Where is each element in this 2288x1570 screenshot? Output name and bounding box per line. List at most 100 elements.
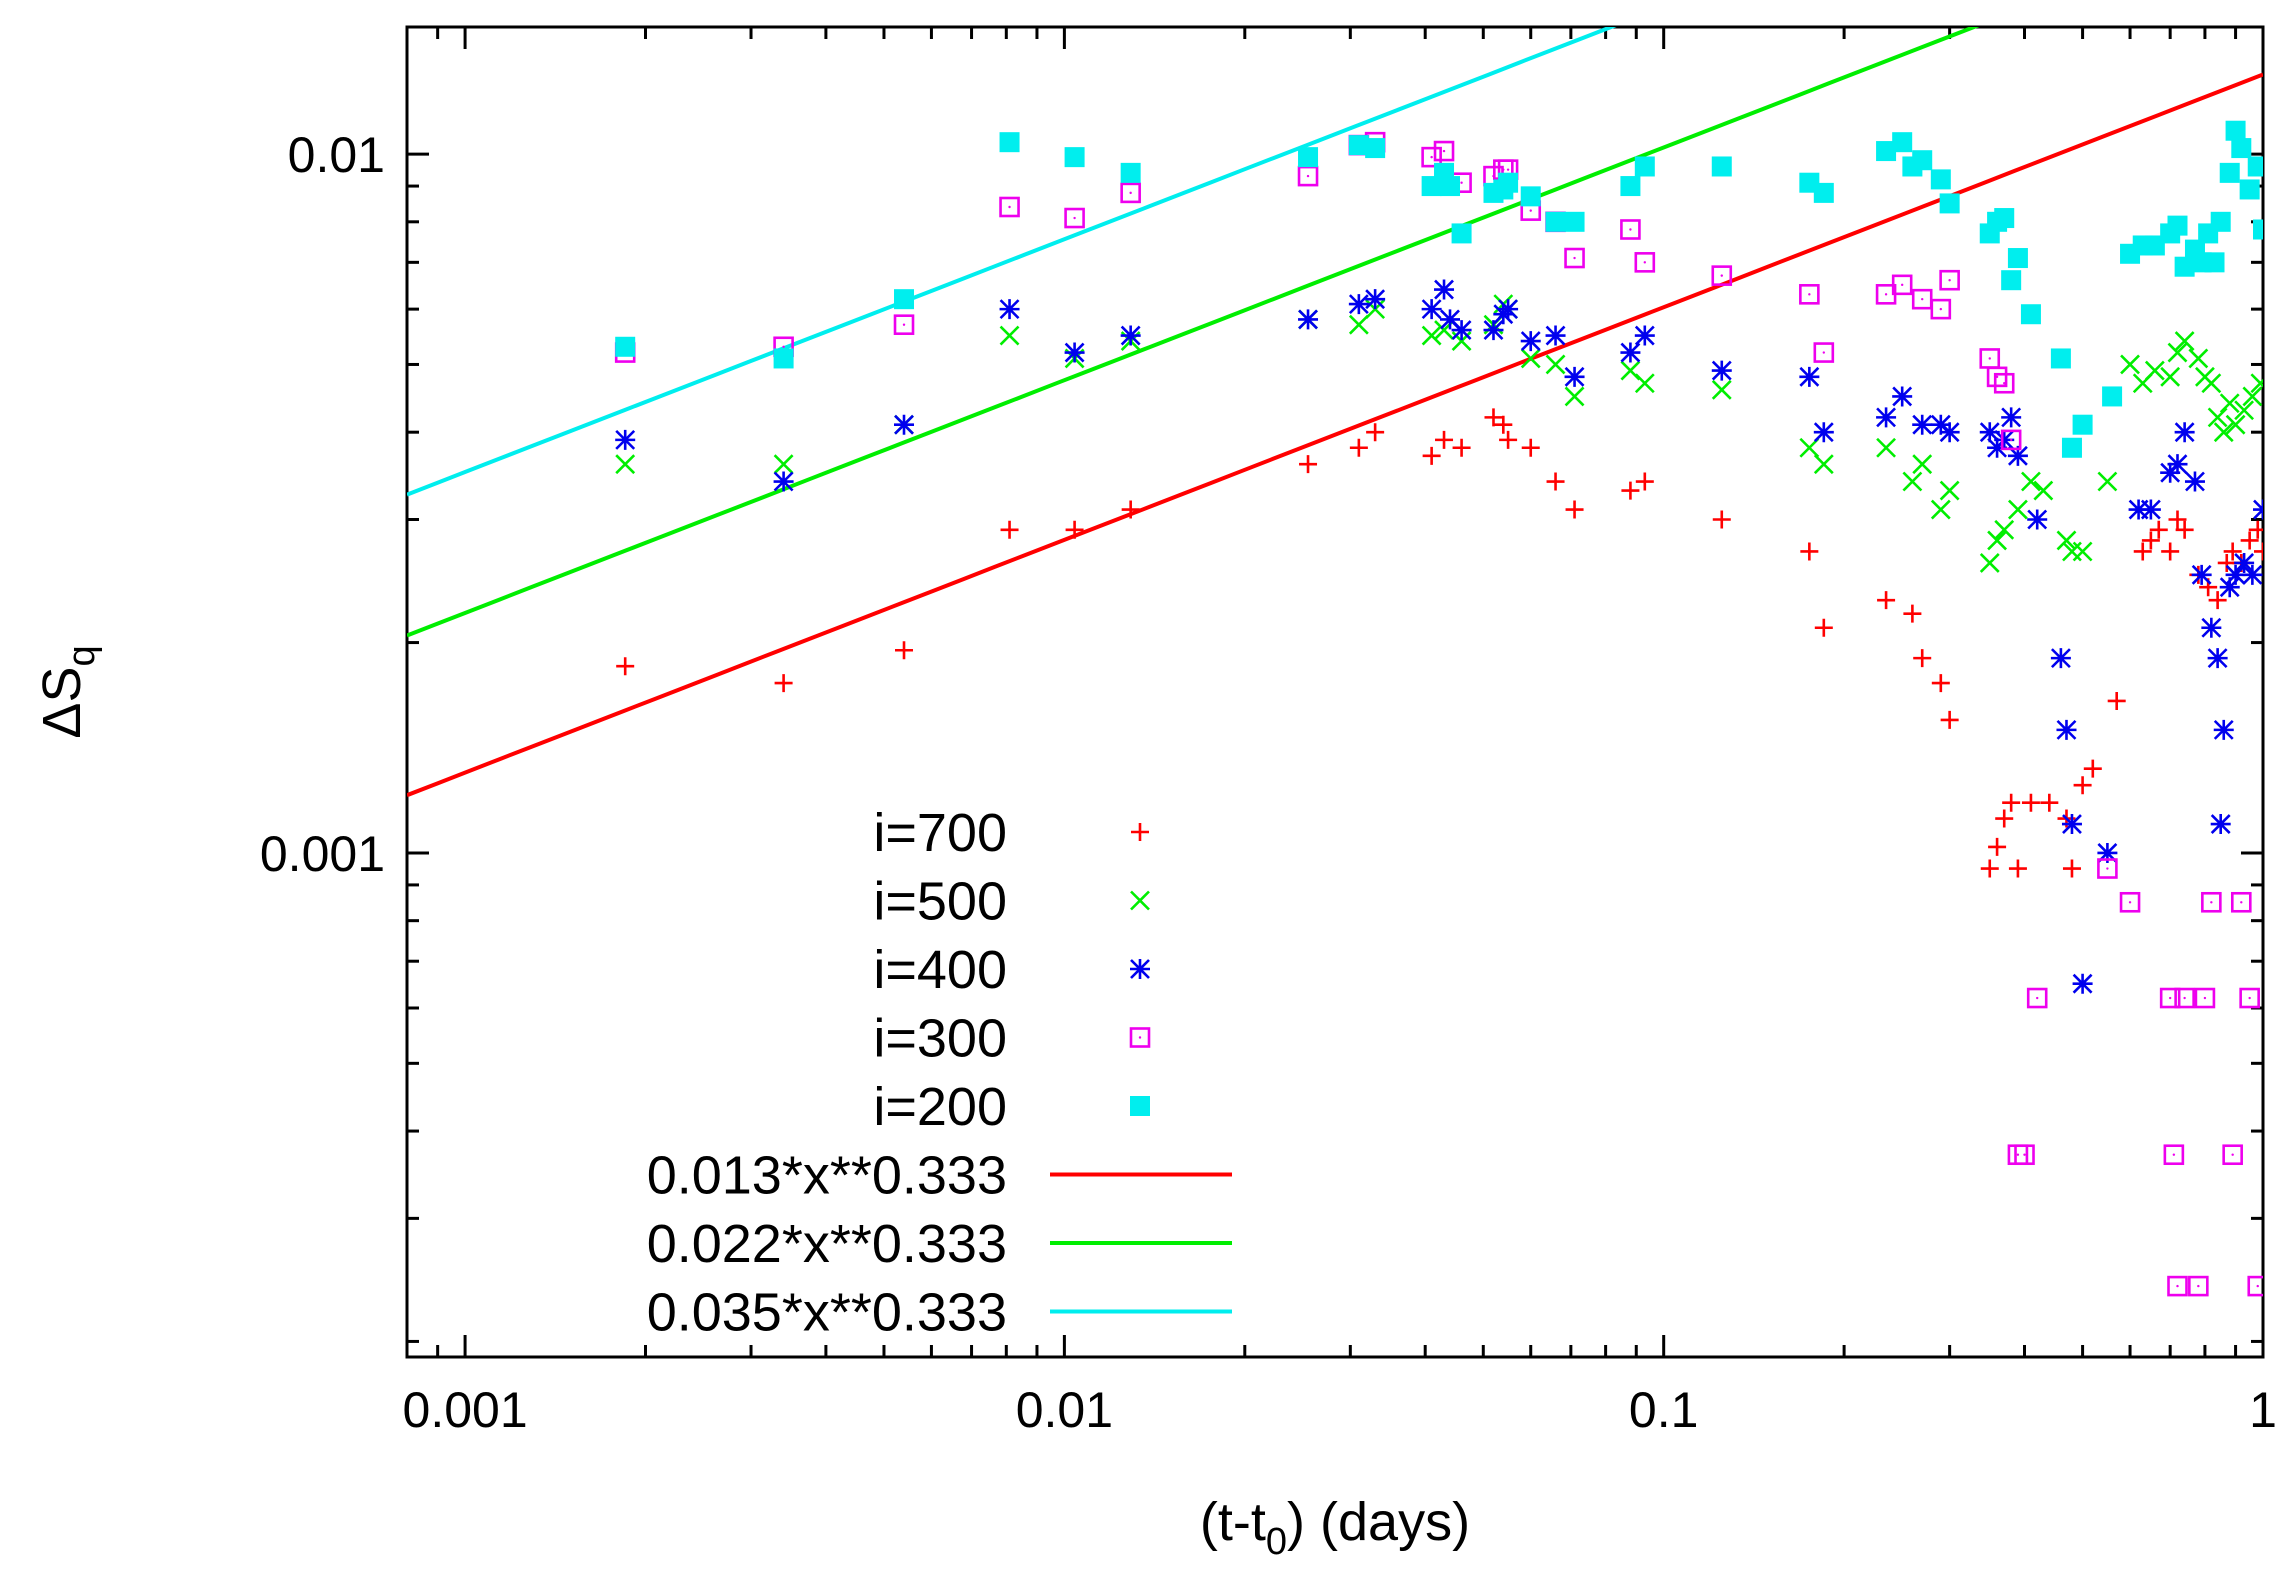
- data-point: [1564, 386, 1585, 407]
- legend-label: i=500: [873, 872, 1007, 932]
- data-point: [2144, 360, 2165, 381]
- data-point: [2213, 422, 2234, 443]
- data-point: [2056, 530, 2077, 551]
- legend-label: 0.022*x**0.333: [647, 1214, 1007, 1274]
- data-point: [1988, 837, 2007, 856]
- data-point: [2072, 414, 2093, 435]
- data-point: [1120, 325, 1141, 346]
- legend-marker-sample: [1129, 1027, 1151, 1048]
- data-point: [2201, 617, 2222, 638]
- data-point: [1452, 438, 1471, 457]
- data-point: [2213, 719, 2234, 740]
- data-point: [2175, 520, 2194, 539]
- data-point: [2240, 531, 2259, 550]
- fit-line: [407, 27, 1617, 497]
- data-point: [1814, 618, 1833, 637]
- data-point: [2133, 542, 2152, 561]
- data-point: [1064, 147, 1085, 168]
- data-point: [2167, 342, 2188, 363]
- data-point: [2027, 509, 2048, 530]
- data-point: [2001, 270, 2022, 291]
- data-point: [999, 196, 1020, 218]
- data-point: [2184, 471, 2205, 492]
- data-point: [1564, 247, 1585, 269]
- data-point: [2097, 842, 2118, 863]
- data-point: [2020, 304, 2041, 325]
- data-point: [2026, 987, 2048, 1009]
- data-point: [1435, 430, 1454, 449]
- data-point: [1484, 408, 1503, 427]
- data-point: [1440, 176, 1461, 197]
- data-point: [1892, 386, 1913, 407]
- data-point: [894, 289, 915, 310]
- legend-marker-sample: [1130, 959, 1150, 979]
- data-point: [1564, 211, 1585, 232]
- data-point: [2188, 348, 2209, 369]
- legend-marker-sample: [1130, 890, 1150, 911]
- data-point: [1930, 169, 1951, 190]
- data-point: [1912, 150, 1933, 171]
- data-point: [2072, 973, 2093, 994]
- data-point: [1348, 294, 1369, 315]
- data-point: [2247, 1275, 2263, 1297]
- data-point: [1498, 299, 1519, 320]
- data-point: [2021, 471, 2041, 492]
- data-point: [2253, 219, 2263, 240]
- data-point: [1939, 480, 1960, 501]
- data-point: [1520, 186, 1541, 207]
- data-point: [2061, 437, 2082, 458]
- data-point: [2210, 814, 2231, 835]
- data-point: [1993, 372, 2015, 394]
- data-point: [1813, 454, 1834, 475]
- data-point: [1979, 422, 2000, 443]
- data-point: [1634, 325, 1655, 346]
- data-point: [1421, 299, 1442, 320]
- data-point: [1930, 499, 1951, 520]
- data-point: [773, 348, 794, 369]
- data-point: [1994, 208, 2015, 229]
- data-point: [1987, 530, 2008, 551]
- data-point: [773, 454, 794, 475]
- data-point: [1994, 519, 2015, 540]
- data-point: [2163, 1144, 2185, 1166]
- data-point: [1800, 542, 1819, 561]
- data-point: [2007, 248, 2028, 269]
- data-point: [2230, 891, 2252, 913]
- data-point: [615, 454, 636, 475]
- data-point: [893, 314, 915, 335]
- legend-label: i=300: [873, 1009, 1007, 1069]
- data-point: [1621, 481, 1640, 500]
- data-point: [616, 657, 635, 676]
- y-tick-label: 0.001: [260, 826, 385, 882]
- y-tick-label: 0.01: [288, 127, 385, 183]
- data-point: [1299, 455, 1318, 474]
- data-point: [1980, 859, 1999, 878]
- data-point: [2119, 891, 2141, 913]
- data-point: [2072, 541, 2093, 562]
- data-point: [2159, 987, 2181, 1009]
- data-point: [1930, 298, 1952, 320]
- data-point: [1634, 156, 1655, 177]
- data-point: [895, 641, 914, 660]
- data-point: [1620, 342, 1641, 363]
- legend-label: i=400: [873, 940, 1007, 1000]
- data-point: [2188, 1275, 2209, 1297]
- data-point: [1421, 146, 1442, 168]
- data-point: [2250, 373, 2263, 394]
- data-point: [1711, 265, 1733, 286]
- data-point: [2247, 156, 2263, 177]
- data-point: [1634, 252, 1656, 273]
- legend-label: i=700: [873, 803, 1007, 863]
- data-point: [1903, 604, 1922, 623]
- data-point: [2128, 499, 2149, 520]
- data-point: [2161, 542, 2180, 561]
- data-point: [1065, 520, 1084, 539]
- data-point: [1712, 510, 1731, 529]
- data-point: [1348, 314, 1369, 335]
- data-point: [2007, 445, 2028, 466]
- data-point: [2174, 422, 2195, 443]
- data-point: [1565, 500, 1584, 519]
- data-point: [2201, 373, 2222, 394]
